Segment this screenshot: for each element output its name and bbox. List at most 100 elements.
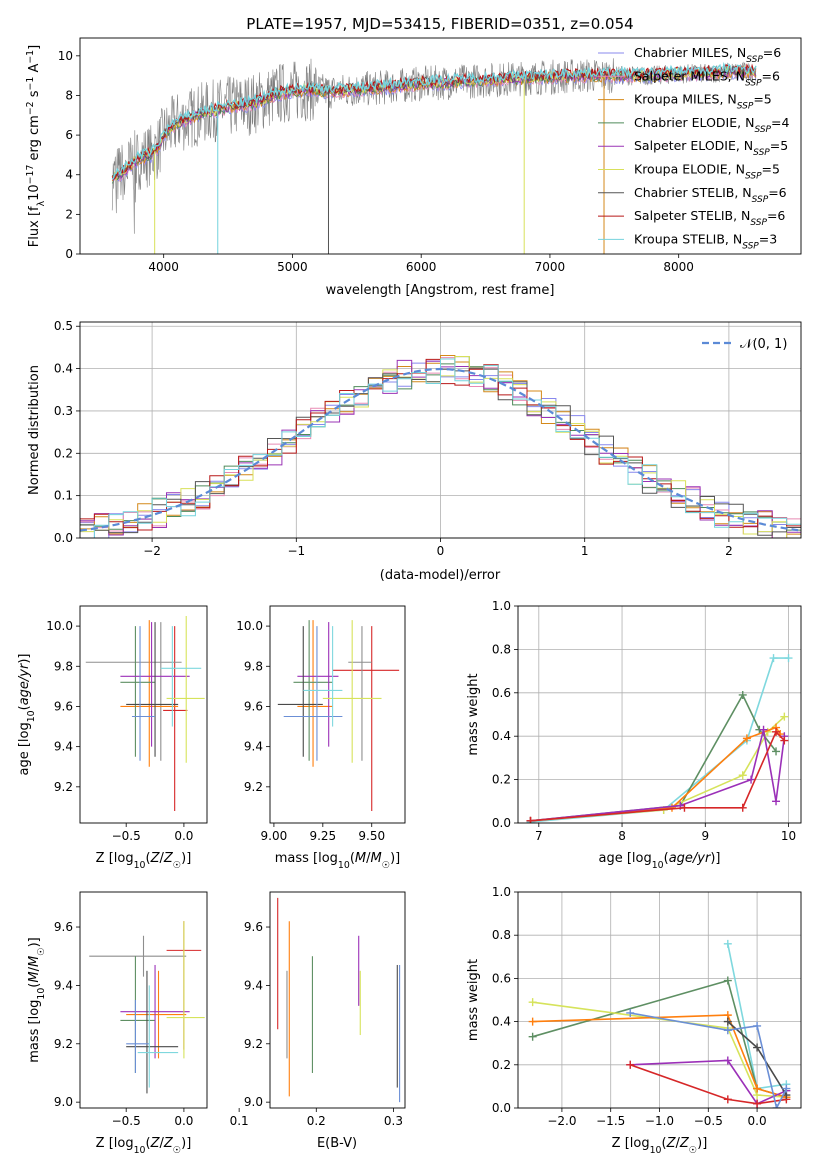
- y-tick-label: 10.0: [46, 619, 73, 633]
- axes-residual_histogram: −2 −1 0 1 2 0.0 0.1 0.2 0.3 0.4 0.5 𝒩(0, 1) (data-mo…: [27, 319, 802, 583]
- y-tick-label: 9.8: [244, 659, 263, 673]
- y-tick-label: 0.6: [492, 686, 511, 700]
- legend-text: Kroupa MILES, N: [634, 92, 737, 107]
- y-tick-label: 0.2: [54, 446, 73, 460]
- y-tick-label: 9.6: [244, 920, 263, 934]
- data-point-marker: [723, 1095, 732, 1104]
- data-point-marker: [772, 727, 781, 736]
- x-tick-label: −0.5: [112, 1114, 141, 1128]
- legend-text: =5: [770, 138, 788, 153]
- data-point-marker: [747, 775, 756, 784]
- y-tick-label: 10: [58, 49, 73, 63]
- label-part: Z: [163, 1136, 174, 1151]
- label-part: Z: [666, 1136, 677, 1151]
- legend-text: Salpeter ELODIE, N: [634, 138, 753, 153]
- label-part: 10: [652, 860, 664, 871]
- axes-mass_vs_EBV: 0.1 0.2 0.3 9.0 9.2 9.4 9.6 E(B-V): [230, 891, 406, 1151]
- x-tick-label: 0.1: [230, 1114, 249, 1128]
- y-tick-label: 0.2: [492, 773, 511, 787]
- plot-area: [277, 620, 400, 811]
- label-part: (: [350, 851, 355, 866]
- y-tick-label: 0.5: [54, 319, 73, 333]
- data-point-marker: [526, 816, 535, 823]
- grid: [518, 605, 801, 824]
- x-axis-label: E(B-V): [317, 1136, 357, 1151]
- data-point-marker: [528, 1017, 537, 1026]
- label-part: )]: [181, 851, 191, 866]
- x-tick-label: 9.25: [309, 829, 336, 843]
- label-part: −1: [25, 77, 36, 91]
- label-part: (: [664, 851, 669, 866]
- x-tick-label: 0: [437, 544, 445, 558]
- legend-sub: SSP: [753, 148, 770, 158]
- label-part: /: [675, 1136, 680, 1151]
- data-point-marker: [759, 725, 768, 734]
- legend-label: 𝒩(0, 1): [740, 337, 787, 352]
- legend-text: =6: [762, 68, 780, 83]
- y-axis-label: age [log10(age/yr)]: [17, 653, 37, 775]
- y-tick-label: 0.0: [492, 1101, 511, 1115]
- axes-frame: [79, 37, 802, 255]
- y-axis-label: mass weight: [466, 959, 481, 1041]
- legend-label: Chabrier MILES, NSSP=6: [634, 45, 781, 65]
- label-part: M: [355, 851, 366, 866]
- y-tick-label: 9.6: [54, 699, 73, 713]
- y-tick-label: 8: [65, 88, 73, 102]
- x-axis-label: Z [log10(Z/Z☉)]: [612, 1136, 708, 1156]
- legend-text: Chabrier ELODIE, N: [634, 115, 754, 130]
- label-part: Z: [150, 851, 161, 866]
- plot-area: [80, 355, 801, 538]
- data-point-marker: [680, 803, 689, 812]
- data-point-marker: [742, 734, 751, 743]
- plot-area: [111, 58, 757, 254]
- label-part: erg cm: [27, 115, 42, 164]
- x-axis-label: (data-model)/error: [380, 568, 501, 583]
- label-part: M: [27, 971, 42, 982]
- data-point-marker: [772, 747, 781, 756]
- label-part: M: [27, 956, 42, 967]
- label-part: ☉: [382, 860, 390, 871]
- x-tick-label: 7000: [535, 260, 566, 274]
- label-part: )]: [697, 1136, 707, 1151]
- y-tick-label: 1.0: [492, 599, 511, 613]
- label-part: (: [146, 851, 151, 866]
- x-tick-label: 0.3: [384, 1114, 403, 1128]
- data-point-marker: [528, 1032, 537, 1041]
- data-point-marker: [626, 1008, 635, 1017]
- label-part: /: [159, 851, 164, 866]
- label-part: 10: [36, 988, 47, 1000]
- x-tick-label: 9.00: [261, 829, 288, 843]
- legend-text: =6: [763, 45, 781, 60]
- label-part: A: [27, 64, 42, 77]
- label-part: Z: [150, 1136, 161, 1151]
- x-axis-label: mass [log10(M/M☉)]: [275, 851, 401, 871]
- y-tick-label: 9.2: [244, 1037, 263, 1051]
- label-part: )]: [181, 1136, 191, 1151]
- label-part: (: [17, 705, 32, 710]
- series-line: [630, 1059, 787, 1105]
- legend-text: =5: [762, 162, 780, 177]
- series-line: [530, 729, 786, 822]
- legend-text: Chabrier STELIB, N: [634, 185, 752, 200]
- plot-area: [528, 939, 791, 1108]
- label-part: (: [27, 983, 42, 988]
- y-axis-label: Normed distribution: [27, 365, 42, 495]
- label-part: −1: [25, 50, 36, 64]
- label-part: 10: [134, 1145, 146, 1156]
- data-point-marker: [723, 1056, 732, 1065]
- y-tick-label: 4: [65, 168, 73, 182]
- label-part: −17: [25, 165, 36, 185]
- x-tick-label: 9.50: [358, 829, 385, 843]
- legend-label: Kroupa ELODIE, NSSP=5: [634, 162, 780, 182]
- x-tick-label: 5000: [277, 260, 308, 274]
- label-part: ☉: [173, 1145, 181, 1156]
- x-tick-label: 0.0: [174, 1114, 193, 1128]
- label-part: 10: [650, 1145, 662, 1156]
- y-tick-label: 0: [65, 247, 73, 261]
- data-point-marker: [753, 1084, 762, 1093]
- x-tick-label: −1.5: [596, 1114, 625, 1128]
- y-tick-label: 9.8: [54, 659, 73, 673]
- axes-frame: [269, 605, 406, 824]
- y-tick-label: 9.4: [54, 740, 73, 754]
